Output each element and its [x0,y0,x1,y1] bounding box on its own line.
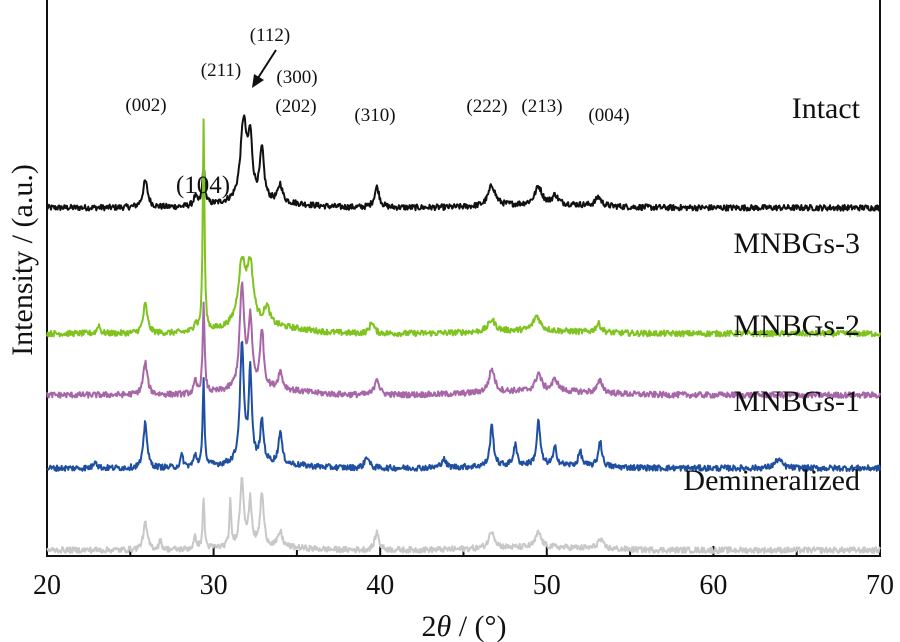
series-label-mnbgs-3: MNBGs-3 [733,227,860,260]
x-ticks: 20 30 40 50 60 70 [33,546,894,601]
series-line-demineralized [46,476,881,555]
x-tick-label: 50 [533,570,561,601]
x-axis-title-prefix: 2 [421,610,436,642]
series-line-intact [46,114,881,212]
annotation-310: (310) [354,105,395,126]
x-tick-label: 70 [866,570,894,601]
annotation-222: (222) [466,96,507,117]
series-label-mnbgs-1: MNBGs-1 [733,385,860,418]
x-tick-label: 60 [699,570,727,601]
x-axis-title-var: θ [436,610,451,642]
x-tick-label: 40 [366,570,394,601]
series-line-mnbgs-3 [46,118,881,338]
peak-annotations: (002) (211) (112) (300) (202) (310) (222… [125,25,629,199]
annotation-004: (004) [588,105,629,126]
axis-titles: 2θ / (°) Intensity / (a.u.) [6,164,507,642]
series-line-mnbgs-2 [46,281,881,399]
series-label-demineralized: Demineralized [683,464,860,497]
x-axis-title-suffix: / (°) [451,610,506,642]
series-labels: Intact MNBGs-3 MNBGs-2 MNBGs-1 Demineral… [683,92,860,497]
annotation-112: (112) [250,25,290,46]
annotation-202: (202) [275,96,316,117]
y-axis-title: Intensity / (a.u.) [6,164,39,356]
x-tick-label: 20 [33,570,61,601]
series-label-mnbgs-2: MNBGs-2 [733,309,860,342]
annotation-002: (002) [125,95,166,116]
series-line-mnbgs-1 [46,340,881,473]
annotation-104: (104) [176,172,230,199]
annotation-112-arrow-head [252,74,264,88]
annotation-112-arrow-shaft [257,49,277,79]
annotation-211: (211) [201,60,241,81]
annotation-300: (300) [276,67,317,88]
series-group [46,114,881,555]
annotation-213: (213) [521,96,562,117]
x-tick-label: 30 [200,570,228,601]
x-axis-title: 2θ / (°) [421,610,506,642]
series-label-intact: Intact [792,92,861,125]
